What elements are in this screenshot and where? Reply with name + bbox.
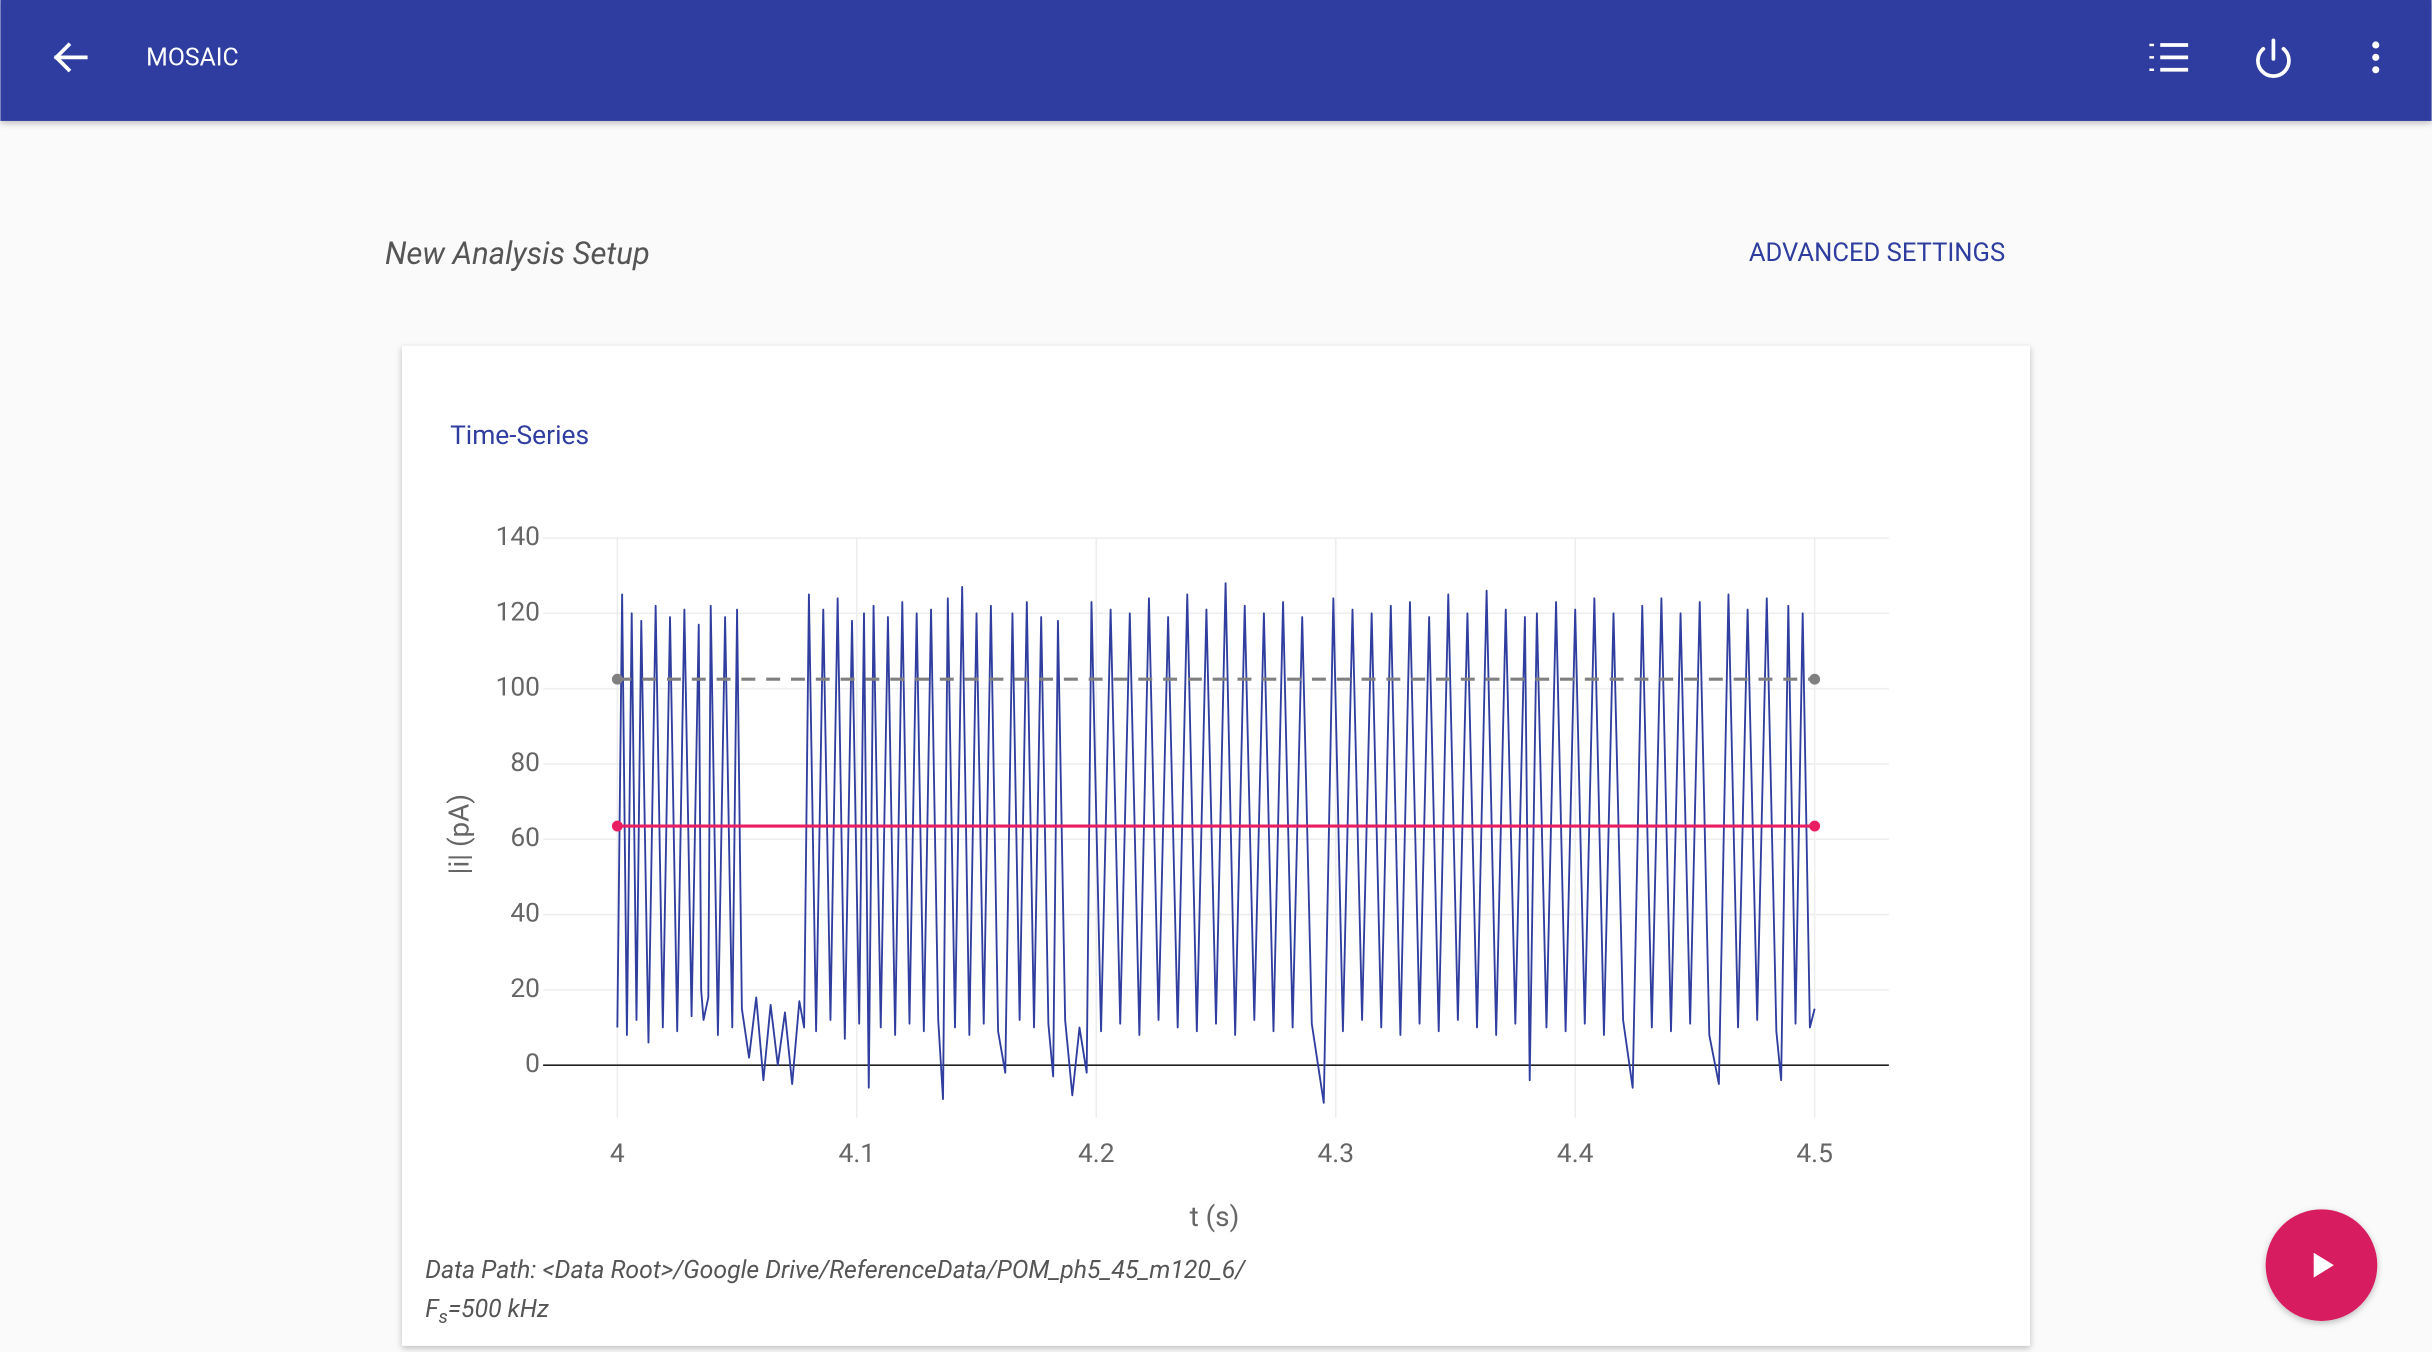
series-marker xyxy=(611,673,623,685)
app-title: MOSAIC xyxy=(146,43,239,72)
list-button[interactable] xyxy=(2149,43,2189,72)
x-tick-label: 4.5 xyxy=(1796,1139,1833,1169)
sampling-frequency: Fs=500 kHz xyxy=(425,1295,549,1328)
y-tick-label: 140 xyxy=(496,522,540,552)
back-button[interactable] xyxy=(53,42,88,73)
series-marker xyxy=(611,820,623,832)
y-tick-label: 0 xyxy=(525,1049,540,1079)
y-tick-label: 80 xyxy=(510,748,540,778)
x-tick-label: 4.3 xyxy=(1317,1139,1354,1169)
x-tick-label: 4.1 xyxy=(839,1139,876,1169)
fs-symbol: F xyxy=(425,1295,440,1324)
advanced-settings-button[interactable]: ADVANCED SETTINGS xyxy=(1749,238,2005,268)
y-tick-label: 60 xyxy=(510,823,540,853)
page-heading: New Analysis Setup xyxy=(385,235,650,272)
fs-subscript: s xyxy=(439,1306,448,1328)
y-tick-label: 20 xyxy=(510,974,540,1004)
fs-value: =500 kHz xyxy=(448,1295,549,1324)
app-bar xyxy=(0,0,2432,121)
x-tick-label: 4 xyxy=(610,1139,625,1169)
series-line xyxy=(616,582,1816,1104)
run-button[interactable] xyxy=(2265,1209,2378,1321)
chart-card xyxy=(402,345,2030,1346)
x-tick-label: 4.2 xyxy=(1078,1139,1115,1169)
card-title: Time-Series xyxy=(450,421,589,451)
data-path: Data Path: <Data Root>/Google Drive/Refe… xyxy=(425,1256,1247,1285)
x-axis-label: t (s) xyxy=(1190,1200,1240,1233)
more-button[interactable] xyxy=(2372,41,2380,74)
y-axis-label: |i| (pA) xyxy=(442,794,475,874)
series-marker xyxy=(1809,673,1821,685)
y-tick-label: 120 xyxy=(496,597,540,627)
power-button[interactable] xyxy=(2256,38,2291,78)
y-tick-label: 100 xyxy=(496,673,540,703)
plot: 4 4.1 4.2 4.3 4.4 4.5 0 20 40 60 80 100 120 140 t (s) |… xyxy=(442,522,1889,1233)
x-tick-label: 4.4 xyxy=(1557,1139,1594,1169)
series-marker xyxy=(1809,820,1821,832)
y-tick-label: 40 xyxy=(510,899,540,929)
